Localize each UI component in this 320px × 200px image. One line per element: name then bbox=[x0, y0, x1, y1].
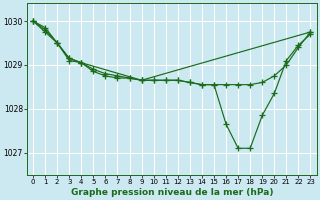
X-axis label: Graphe pression niveau de la mer (hPa): Graphe pression niveau de la mer (hPa) bbox=[70, 188, 273, 197]
